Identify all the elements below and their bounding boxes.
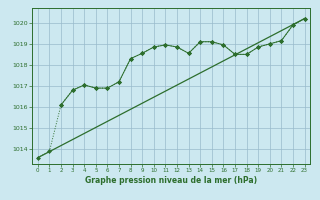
X-axis label: Graphe pression niveau de la mer (hPa): Graphe pression niveau de la mer (hPa) xyxy=(85,176,257,185)
